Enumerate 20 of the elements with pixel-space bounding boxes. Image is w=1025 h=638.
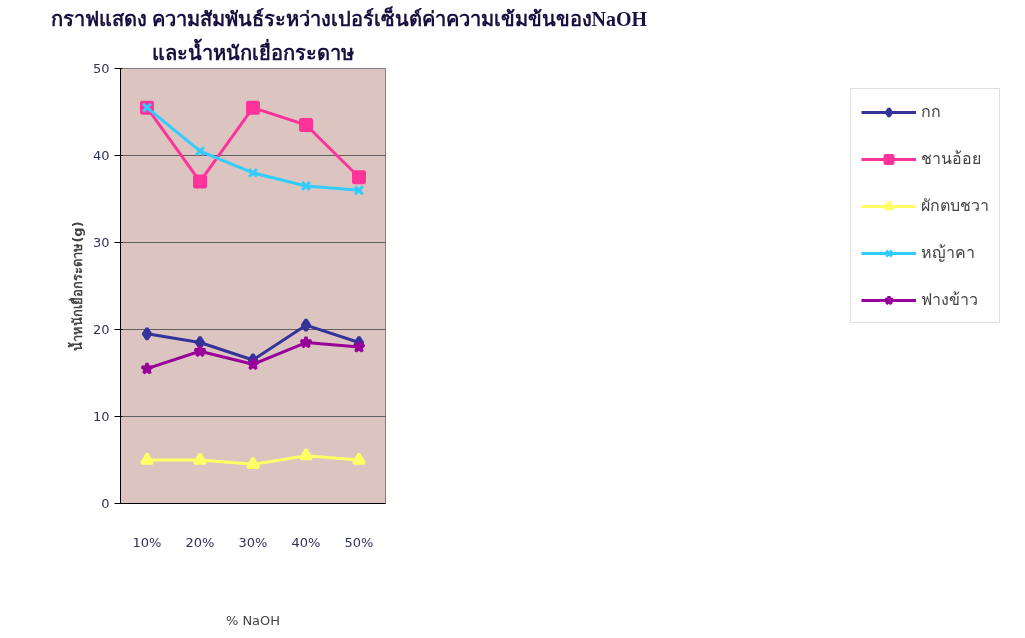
x-axis-title: % NaOH [225, 612, 281, 628]
y-tick-label: 0 [101, 496, 110, 511]
x-tick-label: 30% [238, 534, 268, 550]
x-tick-label: 20% [185, 534, 215, 550]
x-tick-label: 10% [132, 534, 162, 550]
chart-title: กราฟแสดง ความสัมพันธ์ระหว่างเปอร์เซ็นต์ค่าความเข้มข้นของNaOH [50, 5, 648, 30]
legend-label: ชานอ้อย [921, 148, 981, 170]
y-tick-label: 10 [92, 409, 110, 424]
y-tick-label: 40 [92, 148, 110, 163]
x-tick-label: 50% [344, 534, 374, 550]
legend-label: ฟางข้าว [921, 289, 978, 311]
legend-label: หญ้าคา [921, 242, 975, 264]
y-tick-label: 20 [92, 322, 110, 337]
x-tick-label: 40% [291, 534, 321, 550]
legend-label: ผักตบชวา [921, 195, 989, 217]
y-axis-title: น้ำหนักเยื่อกระดาษ(g) [66, 221, 85, 351]
legend-label: กก [921, 101, 941, 123]
chart-subtitle: และน้ำหนักเยื่อกระดาษ [152, 37, 354, 64]
y-tick-label: 50 [92, 61, 110, 76]
y-tick-label: 30 [92, 235, 110, 250]
